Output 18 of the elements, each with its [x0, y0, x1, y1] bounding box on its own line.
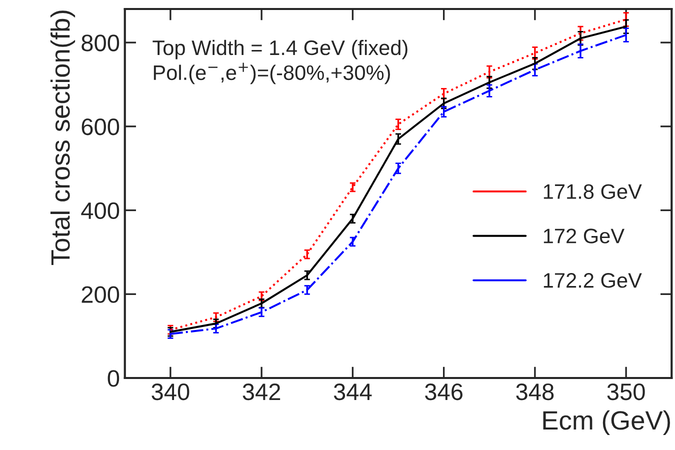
x-tick-label: 342: [242, 383, 280, 400]
x-tick-label: 344: [334, 383, 372, 400]
annotation: Pol.(e$^{−}$,e$^{+}$)=(-80%,+30%): [154, 62, 390, 84]
y-tick-label: 800: [82, 34, 120, 52]
x-tick-label: 346: [425, 383, 462, 400]
legend-label: 171.8 GeV: [544, 184, 642, 199]
x-tick-label: 348: [516, 383, 554, 400]
legend-label: 172 GeV: [544, 228, 624, 244]
y-tick-label: 400: [81, 202, 120, 220]
annotation: Top Width = 1.4 GeV (fixed): [152, 40, 408, 60]
x-tick-label: 340: [152, 383, 190, 400]
y-axis-title: Total cross section(fb): [50, 10, 76, 266]
legend-label: 172.2 GeV: [544, 273, 642, 288]
x-tick-label: 350: [607, 383, 645, 400]
x-axis-title: Ecm (GeV): [543, 410, 670, 436]
y-tick-label: 600: [82, 118, 120, 136]
y-tick-label: 200: [82, 286, 120, 303]
y-tick-label: 0: [108, 370, 120, 387]
